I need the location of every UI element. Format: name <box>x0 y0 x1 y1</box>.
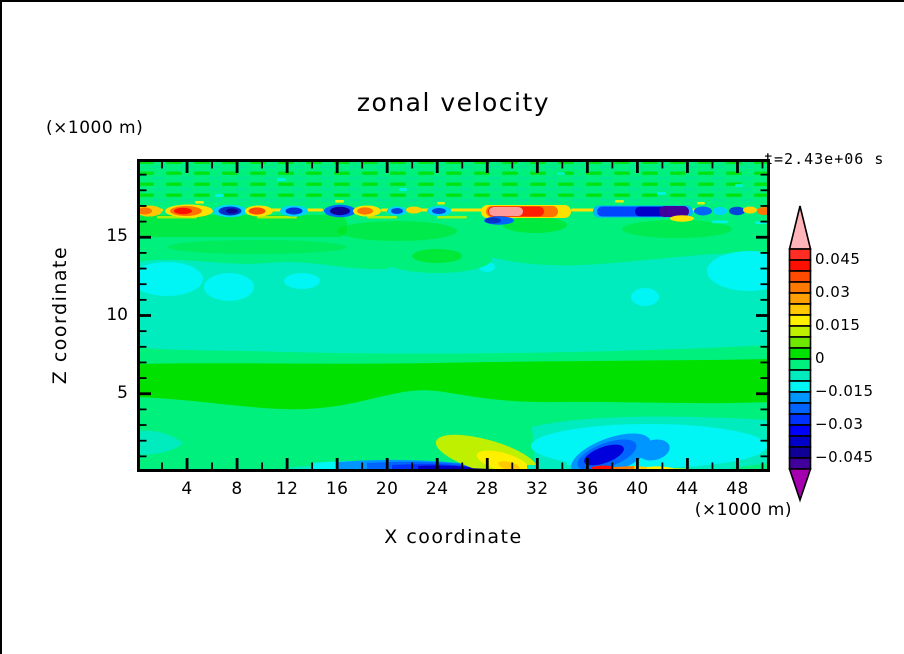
y-tick-label: 15 <box>106 226 128 247</box>
x-tick-label: 32 <box>525 479 549 499</box>
colorbar-segment <box>788 391 812 404</box>
x-axis-unit-label: (×1000 m) <box>694 500 792 520</box>
contour-field <box>137 159 770 472</box>
x-tick-label: 20 <box>375 479 399 499</box>
x-tick-label: 12 <box>275 479 299 499</box>
x-tick-label: 44 <box>676 479 699 499</box>
colorbar-segment <box>788 259 812 272</box>
colorbar-segment <box>788 292 812 305</box>
colorbar-segment <box>788 303 812 316</box>
colorbar-segment <box>788 347 812 360</box>
colorbar-segment <box>788 402 812 415</box>
colorbar-segment <box>788 380 812 393</box>
x-tick-label: 28 <box>475 479 499 499</box>
colorbar-segment <box>788 270 812 283</box>
colorbar-label: 0.045 <box>815 250 861 268</box>
x-tick-label: 4 <box>181 479 193 499</box>
x-tick-label: 16 <box>325 479 349 499</box>
colorbar-segment <box>788 424 812 437</box>
y-axis-label: Z coordinate <box>49 245 71 385</box>
colorbar-segment <box>788 336 812 349</box>
colorbar-under-arrow <box>788 468 812 503</box>
y-axis-unit-label: (×1000 m) <box>46 118 144 138</box>
colorbar-segment <box>788 281 812 294</box>
colorbar-label: 0 <box>815 349 826 367</box>
colorbar-segment <box>788 314 812 327</box>
colorbar-segment <box>788 248 812 261</box>
colorbar-label: 0.03 <box>815 283 851 301</box>
colorbar-segment <box>788 446 812 459</box>
colorbar-segments <box>788 248 812 470</box>
colorbar-label: −0.045 <box>815 448 874 466</box>
y-tick-label: 5 <box>117 382 128 403</box>
colorbar-over-arrow <box>788 205 812 250</box>
x-tick-label: 24 <box>425 479 449 499</box>
wave-stripe <box>137 204 770 225</box>
colorbar-label: −0.015 <box>815 382 874 400</box>
colorbar-segment <box>788 358 812 371</box>
colorbar-segment <box>788 413 812 426</box>
time-annotation: t=2.43e+06 s <box>764 150 885 168</box>
colorbar-segment <box>788 369 812 382</box>
x-tick-label: 8 <box>231 479 243 499</box>
contour-plot <box>137 159 770 472</box>
plot-frame <box>137 159 770 472</box>
x-tick-label: 40 <box>626 479 649 499</box>
colorbar-label: 0.015 <box>815 316 861 334</box>
y-tick-label: 10 <box>106 304 128 325</box>
x-axis-label: X coordinate <box>384 526 523 548</box>
colorbar-segment <box>788 325 812 338</box>
plot-title: zonal velocity <box>356 88 551 117</box>
colorbar-segment <box>788 457 812 470</box>
axis-ticks <box>140 162 767 469</box>
colorbar-segment <box>788 435 812 448</box>
x-tick-label: 36 <box>576 479 599 499</box>
colorbar-label: −0.03 <box>815 415 864 433</box>
colorbar <box>788 205 812 503</box>
x-tick-label: 48 <box>726 479 749 499</box>
